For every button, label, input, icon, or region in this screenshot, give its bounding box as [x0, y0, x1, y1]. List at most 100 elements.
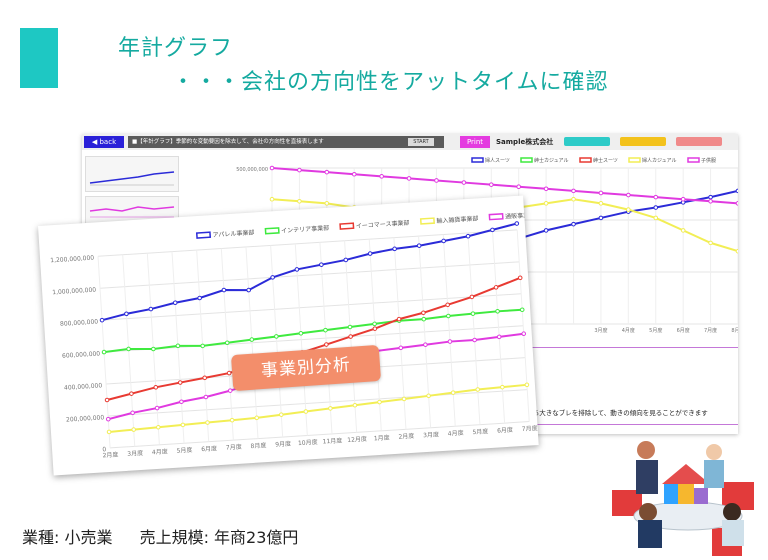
legend-label: インテリア事業部 [281, 224, 329, 235]
slide-title: 年計グラフ [118, 36, 234, 61]
data-point [543, 186, 549, 192]
y-tick-label: 0 [102, 446, 106, 453]
data-point [367, 251, 373, 256]
data-point [319, 262, 324, 267]
data-point [104, 397, 110, 403]
data-point [708, 198, 713, 204]
grid-line [102, 293, 522, 321]
data-point [246, 287, 251, 293]
data-point [269, 165, 275, 171]
yellow-button[interactable] [620, 137, 666, 146]
data-point [598, 190, 604, 196]
data-point [200, 343, 205, 349]
x-tick-label: 7月度 [522, 424, 538, 433]
y-tick-label: 800,000,000 [60, 318, 99, 327]
data-point [406, 176, 412, 181]
data-point [421, 316, 427, 322]
grid-line [99, 261, 520, 289]
data-point [324, 169, 330, 175]
data-point [470, 311, 476, 316]
thumbnail-chart-1[interactable] [85, 156, 179, 192]
data-point [517, 275, 523, 281]
x-tick-label: 10月度 [298, 438, 318, 447]
grid-line [110, 421, 530, 449]
data-point [224, 340, 230, 346]
data-point [323, 327, 328, 333]
data-point [735, 188, 738, 194]
legend-label: 通販事業部 [505, 211, 535, 221]
legend-swatch [628, 157, 641, 163]
data-point [126, 346, 131, 352]
data-point [626, 192, 631, 198]
x-tick-label: 4月度 [152, 447, 168, 456]
company-name: Sample株式会社 [496, 138, 554, 146]
x-tick-label: 9月度 [275, 440, 291, 449]
data-point [465, 233, 471, 239]
data-point [221, 287, 227, 293]
data-point [106, 429, 112, 435]
data-point [131, 427, 136, 432]
back-button[interactable]: ◀ back [84, 136, 124, 148]
teal-button[interactable] [564, 137, 610, 146]
meeting-illustration [612, 441, 754, 556]
data-point [516, 184, 522, 190]
data-point [254, 415, 260, 421]
data-point [324, 342, 329, 347]
legend-swatch [339, 222, 355, 230]
grid-line [368, 239, 382, 431]
data-point [500, 384, 505, 390]
pink-button[interactable] [676, 137, 722, 146]
divider-line [512, 347, 738, 348]
data-point [653, 205, 659, 210]
data-point [445, 302, 450, 308]
data-point [130, 410, 135, 416]
data-point [151, 346, 156, 352]
data-point [101, 349, 107, 355]
data-point [153, 385, 159, 390]
data-point [493, 285, 499, 290]
data-point [524, 382, 530, 388]
x-tick-label: 3月度 [423, 430, 439, 439]
data-point [105, 416, 111, 422]
accent-bar [20, 28, 58, 88]
data-point [401, 396, 407, 402]
data-point [571, 221, 576, 227]
toolbar: ◀ back ■【年計グラフ】季節的な変動要因を除去して、会社の方向性を直接表し… [82, 134, 738, 150]
data-point [205, 420, 210, 425]
x-tick-label: 5月度 [472, 427, 488, 436]
data-point [298, 331, 304, 336]
data-point [324, 201, 330, 206]
data-point [396, 316, 402, 322]
data-point [472, 337, 477, 343]
legend-swatch [687, 157, 700, 163]
y-tick-label: 400,000,000 [64, 382, 103, 391]
print-button[interactable]: Print [460, 136, 490, 148]
grid-line [467, 232, 481, 425]
x-tick-label: 7月度 [704, 327, 717, 334]
legend-swatch [264, 227, 280, 235]
data-point [172, 300, 178, 306]
data-point [197, 295, 202, 301]
series-line [271, 167, 738, 205]
legend-label: 婦人スーツ [485, 157, 510, 164]
legend-label: 婦人カジュアル [642, 157, 677, 164]
data-point [434, 178, 439, 183]
y-tick-label: 1,000,000,000 [52, 286, 96, 296]
data-point [469, 294, 475, 300]
data-point [249, 337, 255, 342]
data-point [475, 387, 481, 392]
grid-line [319, 242, 333, 434]
data-point [735, 201, 738, 206]
data-point [708, 194, 713, 200]
data-point [426, 393, 431, 399]
start-button[interactable]: START [408, 138, 434, 146]
y-tick-label: 1,200,000,000 [50, 255, 94, 265]
data-point [294, 267, 300, 272]
x-tick-label: 6月度 [497, 426, 513, 435]
series-line [101, 222, 518, 322]
data-point [447, 339, 453, 344]
data-point [229, 417, 235, 423]
x-tick-label: 8月度 [250, 441, 266, 450]
grid-line [97, 229, 518, 257]
x-tick-label: 7月度 [226, 443, 242, 452]
